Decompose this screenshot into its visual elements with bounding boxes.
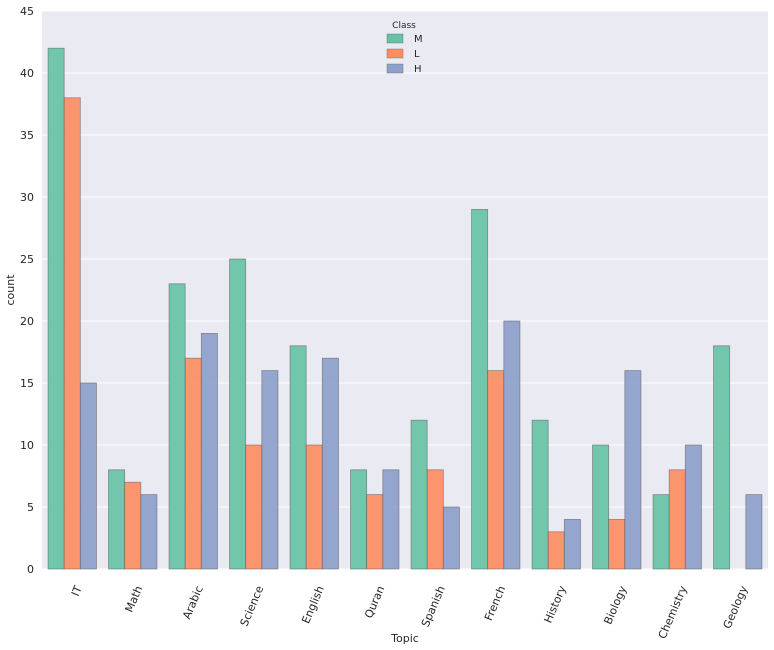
bar-l-quran [366, 494, 384, 570]
x-tick-label: Arabic [180, 584, 206, 621]
grid-lines [42, 10, 768, 570]
y-tick-label: 40 [20, 67, 34, 80]
bar-l-french [487, 370, 505, 570]
bar-l-arabic [184, 357, 202, 570]
bar-m-english [289, 345, 307, 570]
plot-area [42, 11, 768, 569]
bar-h-quran [382, 469, 400, 570]
y-tick-label: 45 [20, 5, 34, 18]
bar-h-history [563, 519, 581, 570]
bar-l-history [547, 531, 565, 570]
x-axis-label: Topic [390, 632, 419, 645]
bar-l-math [124, 481, 142, 570]
x-tick-label: English [299, 584, 326, 626]
bar-m-arabic [168, 283, 186, 570]
bar-m-chemistry [652, 494, 670, 570]
bar-h-it [79, 382, 97, 570]
bar-l-biology [608, 519, 626, 570]
bar-h-geology [745, 494, 763, 570]
x-tick-label: Quran [362, 584, 387, 620]
bar-m-math [108, 469, 126, 570]
bar-m-science [229, 258, 247, 570]
x-tick-label: Biology [601, 583, 629, 626]
x-tick-label: Math [123, 584, 146, 614]
bar-l-spanish [426, 469, 444, 570]
legend: Class MLH [386, 21, 423, 75]
bar-h-math [140, 494, 158, 570]
bar-h-english [321, 357, 339, 570]
y-tick-label: 35 [20, 129, 34, 142]
bar-l-it [63, 97, 81, 570]
bar-h-biology [624, 370, 642, 570]
bar-m-history [531, 419, 549, 570]
bar-h-spanish [442, 506, 460, 570]
y-tick-label: 30 [20, 191, 34, 204]
y-tick-label: 5 [27, 501, 34, 514]
x-tick-label: French [482, 584, 508, 623]
x-tick-label: Spanish [419, 584, 448, 629]
bars [47, 47, 763, 570]
bar-m-spanish [410, 419, 428, 570]
y-tick-label: 20 [20, 315, 34, 328]
y-tick-labels: 0 5 10 15 20 25 30 35 40 45 [20, 5, 34, 576]
bar-m-french [471, 208, 489, 570]
bar-h-french [503, 320, 521, 570]
legend-entry-m: M [414, 34, 423, 45]
bar-m-quran [350, 469, 368, 570]
bar-m-it [47, 47, 65, 570]
bar-m-geology [713, 345, 731, 570]
y-axis-label: count [4, 274, 17, 306]
x-tick-label: History [542, 583, 569, 625]
y-tick-label: 25 [20, 253, 34, 266]
legend-swatch-l [386, 48, 404, 59]
bar-h-chemistry [684, 444, 702, 570]
legend-entry-h: H [414, 64, 422, 75]
bar-l-english [305, 444, 323, 570]
bar-l-science [245, 444, 263, 570]
bar-m-biology [592, 444, 610, 570]
y-tick-label: 0 [27, 563, 34, 576]
y-tick-label: 10 [20, 439, 34, 452]
x-tick-label: Geology [721, 583, 751, 630]
x-tick-label: Science [238, 584, 267, 629]
x-tick-label: IT [69, 584, 85, 599]
bar-l-chemistry [668, 469, 686, 570]
y-tick-label: 15 [20, 377, 34, 390]
x-tick-label: Chemistry [656, 583, 690, 640]
legend-swatch-h [386, 63, 404, 74]
legend-entry-l: L [414, 49, 420, 60]
legend-swatch-m [386, 33, 404, 44]
bar-h-science [261, 370, 279, 570]
legend-title: Class [392, 21, 416, 31]
bar-h-arabic [200, 332, 218, 570]
